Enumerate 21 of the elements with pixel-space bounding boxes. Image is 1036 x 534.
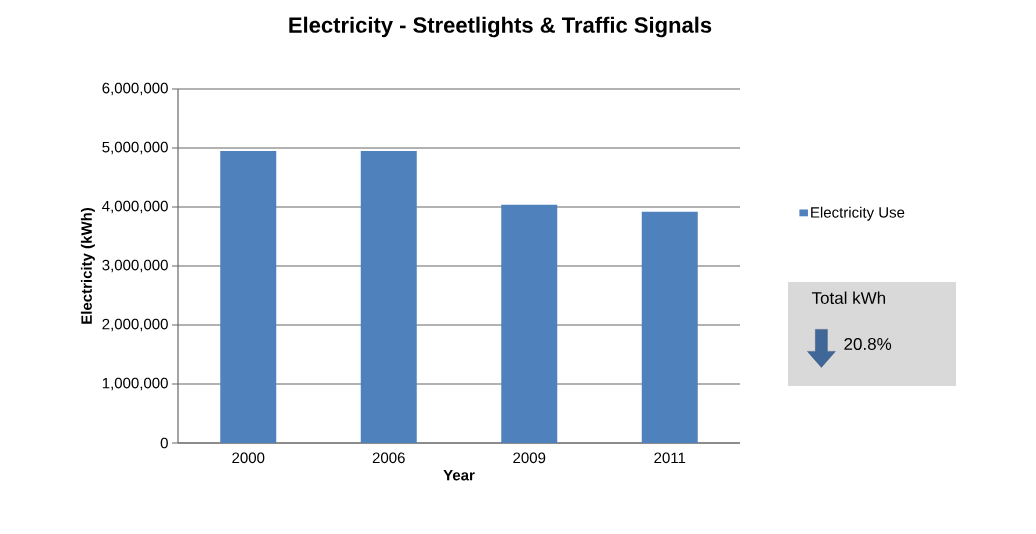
chart-title: Electricity - Streetlights & Traffic Signals xyxy=(289,16,712,38)
y-tick-label: 1,000,000 xyxy=(102,377,168,391)
x-tick-label: 2011 xyxy=(654,452,686,464)
y-axis-title: Electricity (kWh) xyxy=(80,207,95,324)
bar xyxy=(220,150,277,443)
bar xyxy=(360,150,417,443)
x-axis-title: Year xyxy=(443,470,475,481)
x-tick-label: 2006 xyxy=(372,452,405,464)
x-tick-label: 2009 xyxy=(513,452,546,464)
text: Total kWh xyxy=(811,291,886,305)
y-tick-label: 3,000,000 xyxy=(102,259,168,273)
y-tick-label: 2,000,000 xyxy=(102,318,168,332)
y-tick-label: 4,000,000 xyxy=(102,200,168,214)
y-tick-label: 0 xyxy=(160,437,168,449)
x-tick-label: 2000 xyxy=(232,452,265,464)
text: 20.8% xyxy=(844,337,892,351)
bar xyxy=(501,204,558,443)
y-tick-label: 6,000,000 xyxy=(102,82,168,96)
bar xyxy=(641,211,698,443)
y-tick-label: 5,000,000 xyxy=(102,141,168,155)
legend-label: Electricity Use xyxy=(811,206,905,221)
